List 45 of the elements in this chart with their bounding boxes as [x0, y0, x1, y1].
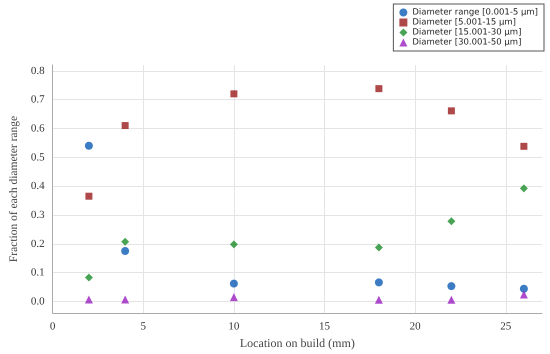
- y-tick-label: 0.5: [30, 151, 46, 164]
- x-tick-label: 25: [500, 320, 512, 332]
- point: [85, 192, 92, 200]
- point: [447, 296, 456, 304]
- point: [84, 274, 93, 282]
- y-tick-label: 0.7: [30, 94, 46, 106]
- point: [447, 282, 456, 290]
- y-tick-label: 0.3: [30, 208, 46, 221]
- point: [121, 295, 130, 304]
- point: [230, 240, 238, 248]
- legend-label: Diameter [15.001-30 µm]: [412, 28, 522, 38]
- point: [447, 217, 456, 226]
- point: [122, 122, 129, 130]
- x-tick-label: 0: [50, 320, 56, 332]
- point: [121, 247, 130, 255]
- legend-label: Diameter [30.001-50 µm]: [412, 38, 522, 48]
- y-tick-label: 0.8: [30, 64, 46, 77]
- point: [84, 295, 93, 304]
- point: [448, 107, 455, 114]
- x-axis-title: Location on build (mm): [240, 336, 355, 350]
- point: [230, 280, 238, 288]
- point: [374, 278, 383, 286]
- x-tick-label: 5: [140, 320, 147, 332]
- point: [230, 293, 238, 302]
- y-axis-title: Fraction of each diameter range: [8, 116, 20, 262]
- point: [374, 296, 383, 304]
- point: [230, 90, 238, 98]
- y-tick-label: 0.1: [30, 266, 45, 279]
- y-tick-label: 0.2: [30, 238, 45, 250]
- point: [374, 244, 383, 252]
- y-tick-label: 0.6: [30, 122, 46, 134]
- point: [520, 184, 528, 192]
- legend-label: Diameter [5.001-15 µm]: [412, 18, 516, 28]
- point: [520, 142, 528, 150]
- point: [121, 238, 130, 246]
- point: [520, 284, 528, 293]
- y-tick-label: 0.4: [30, 180, 46, 192]
- point: [375, 85, 382, 92]
- point: [520, 290, 528, 299]
- x-tick-label: 10: [228, 320, 240, 332]
- x-tick-label: 20: [410, 320, 422, 332]
- legend-label: Diameter range [0.001-5 µm]: [412, 8, 538, 18]
- x-tick-label: 15: [319, 320, 331, 332]
- y-tick-label: 0.0: [30, 295, 46, 308]
- point: [84, 142, 93, 150]
